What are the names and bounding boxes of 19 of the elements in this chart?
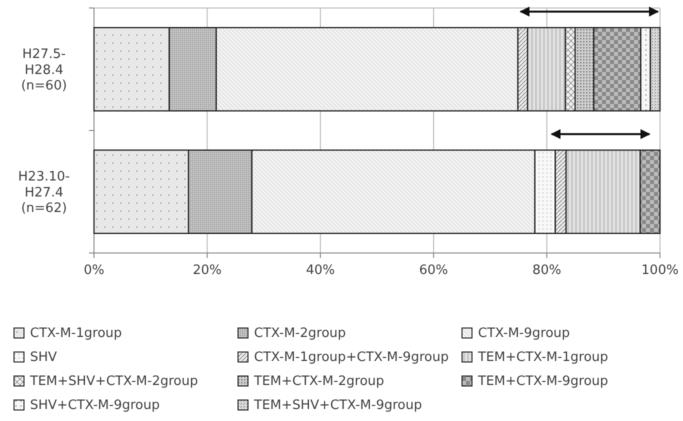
legend-label: SHV xyxy=(30,350,58,365)
x-tick-label: 80% xyxy=(532,263,562,278)
x-tick-label: 60% xyxy=(419,263,448,278)
x-tick-label: 0% xyxy=(84,263,104,278)
x-tick-label: 100% xyxy=(641,263,679,278)
legend-label: CTX-M-1group+CTX-M-9group xyxy=(254,350,449,365)
x-tick-label: 40% xyxy=(306,263,335,278)
legend-label: TEM+SHV+CTX-M-2group xyxy=(29,374,198,389)
legend-label: SHV+CTX-M-9group xyxy=(30,398,160,413)
y-tick-label: H23.10- H27.4 (n=62) xyxy=(18,170,70,216)
legend-label: CTX-M-2group xyxy=(254,326,346,341)
legend-label: TEM+CTX-M-2group xyxy=(253,374,384,389)
legend-label: TEM+CTX-M-9group xyxy=(477,374,608,389)
legend-label: TEM+SHV+CTX-M-9group xyxy=(253,398,422,413)
legend-label: CTX-M-1group xyxy=(30,326,122,341)
x-tick-label: 20% xyxy=(192,263,222,278)
legend-label: TEM+CTX-M-1group xyxy=(477,350,608,365)
y-tick-label: H27.5- H28.4 (n=60) xyxy=(21,47,67,94)
legend-label: CTX-M-9group xyxy=(478,326,570,341)
